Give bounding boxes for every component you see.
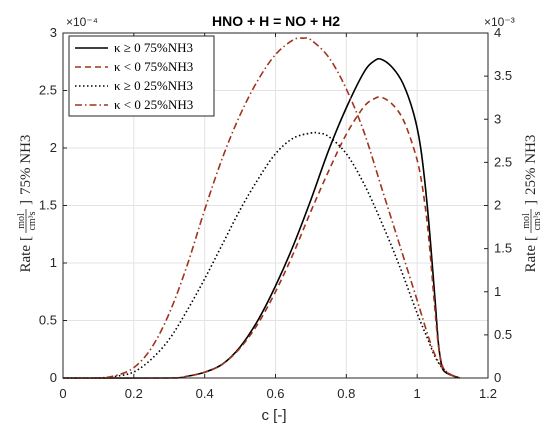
legend-box bbox=[68, 35, 215, 117]
right-axis-multiplier: ×10⁻³ bbox=[484, 15, 515, 29]
y-axis-label-right-bracket-open: [ bbox=[523, 236, 539, 241]
y-left-tick-label: 3 bbox=[50, 25, 57, 40]
series-line-4 bbox=[62, 37, 460, 379]
y-axis-label-right-suffix: 25% NH3 bbox=[523, 135, 539, 195]
y-left-tick-label: 1.5 bbox=[39, 198, 57, 213]
left-axis-multiplier: ×10⁻⁴ bbox=[66, 15, 98, 29]
y-right-tick-label: 0.5 bbox=[494, 327, 512, 342]
series-line-3 bbox=[62, 131, 460, 379]
y-right-tick-label: 0 bbox=[494, 370, 501, 385]
ticks: 0 0.2 0.4 0.6 0.8 1 1.200.511.522.5300.511.522… bbox=[39, 25, 512, 401]
y-left-tick-label: 2.5 bbox=[39, 83, 57, 98]
series-line-2 bbox=[62, 96, 460, 379]
y-axis-label-right-unit-num: mol bbox=[521, 213, 532, 229]
y-axis-label-right: Rate [ mol cm³s ] 25% NH3 bbox=[521, 135, 543, 273]
y-axis-label-left-bracket-open: [ bbox=[18, 236, 34, 241]
y-axis-label-left-unit-den: cm³s bbox=[27, 211, 38, 230]
y-axis-label-left-suffix: 75% NH3 bbox=[18, 135, 34, 195]
x-tick-label: 1.2 bbox=[479, 386, 497, 401]
x-tick-label: 0.2 bbox=[125, 386, 143, 401]
y-right-tick-label: 1.5 bbox=[494, 241, 512, 256]
y-right-tick-label: 2.5 bbox=[494, 154, 512, 169]
legend: κ ≥ 0 75%NH3 κ < 0 75%NH3 κ ≥ 0 25%NH3 κ < … bbox=[68, 35, 215, 117]
x-tick-label: 0.6 bbox=[266, 386, 284, 401]
y-left-tick-label: 0.5 bbox=[39, 313, 57, 328]
legend-label-3: κ ≥ 0 25%NH3 bbox=[114, 78, 193, 93]
legend-label-4: κ < 0 25%NH3 bbox=[114, 97, 193, 112]
series-layer bbox=[62, 37, 460, 379]
x-tick-label: 0.8 bbox=[337, 386, 355, 401]
x-tick-label: 0.4 bbox=[196, 386, 214, 401]
legend-label-2: κ < 0 75%NH3 bbox=[114, 59, 193, 74]
y-left-tick-label: 0 bbox=[50, 370, 57, 385]
y-right-tick-label: 1 bbox=[494, 284, 501, 299]
y-right-tick-label: 3.5 bbox=[494, 68, 512, 83]
y-right-tick-label: 2 bbox=[494, 198, 501, 213]
y-right-tick-label: 3 bbox=[494, 111, 501, 126]
y-axis-label-right-prefix: Rate bbox=[523, 245, 539, 273]
chart-title: HNO + H = NO + H2 bbox=[212, 13, 340, 29]
legend-label-1: κ ≥ 0 75%NH3 bbox=[114, 40, 193, 55]
x-tick-label: 0 bbox=[59, 386, 66, 401]
x-axis-label: c [-] bbox=[262, 407, 287, 424]
y-axis-label-left: Rate [ mol cm³s ] 75% NH3 bbox=[16, 135, 38, 273]
y-right-tick-label: 4 bbox=[494, 25, 501, 40]
y-axis-label-right-bracket-close: ] bbox=[523, 200, 539, 205]
y-left-tick-label: 1 bbox=[50, 255, 57, 270]
y-axis-label-right-unit-den: cm³s bbox=[532, 211, 543, 230]
y-axis-label-left-prefix: Rate bbox=[18, 245, 34, 273]
y-left-tick-label: 2 bbox=[50, 140, 57, 155]
y-axis-label-left-bracket-close: ] bbox=[18, 200, 34, 205]
x-tick-label: 1 bbox=[414, 386, 421, 401]
y-axis-label-left-unit-num: mol bbox=[16, 213, 27, 229]
legend-items: κ ≥ 0 75%NH3 κ < 0 75%NH3 κ ≥ 0 25%NH3 κ < … bbox=[75, 40, 193, 112]
